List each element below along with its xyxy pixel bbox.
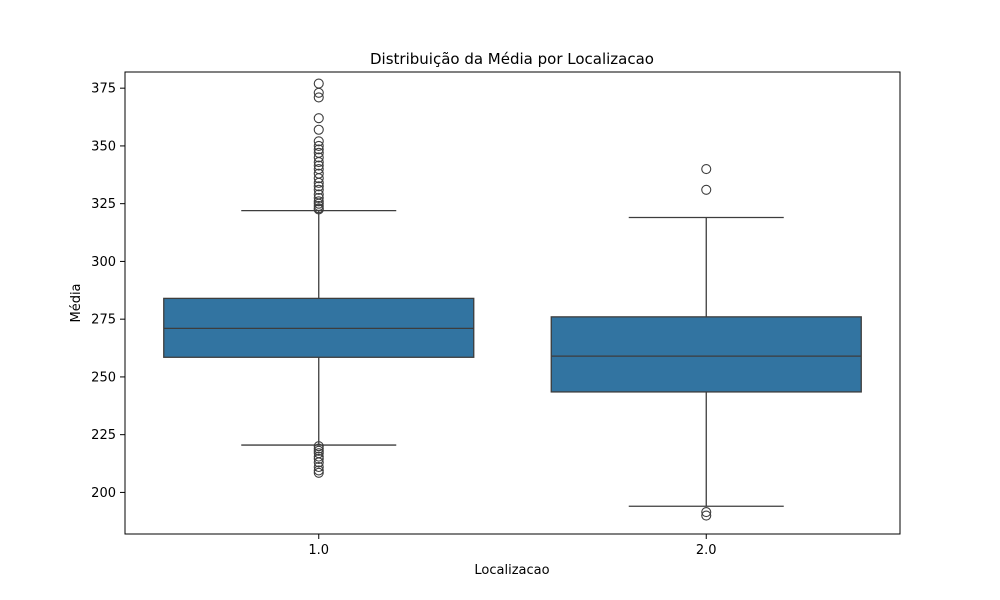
outlier-point	[313, 203, 324, 214]
x-tick-label: 2.0	[696, 543, 717, 558]
x-axis-label: Localizacao	[474, 563, 549, 578]
outlier-point	[313, 92, 324, 103]
outlier-point	[313, 163, 324, 175]
y-tick-label: 300	[91, 255, 116, 270]
outlier-point	[313, 124, 324, 135]
outlier-point	[313, 160, 324, 171]
outlier-point	[701, 507, 712, 518]
outlier-point	[313, 465, 324, 476]
outlier-point	[313, 140, 324, 151]
y-tick-label: 200	[91, 486, 116, 501]
y-axis: 200 225 250 275 300 325 350 375	[91, 82, 125, 501]
outlier-point	[313, 168, 324, 179]
outlier-point	[701, 510, 712, 521]
outlier-point	[313, 443, 324, 454]
outlier-point	[313, 453, 324, 464]
outlier-point	[313, 192, 324, 203]
outlier-point	[313, 461, 324, 473]
outlier-point	[313, 113, 324, 124]
outlier-point	[313, 445, 324, 456]
outlier-point	[313, 196, 324, 207]
outlier-point	[313, 441, 324, 452]
outlier-point	[313, 152, 324, 163]
outlier-point	[313, 181, 324, 192]
outlier-point	[313, 448, 324, 459]
outlier-point	[701, 163, 712, 175]
outlier-point	[313, 144, 324, 155]
outlier-point	[313, 147, 324, 158]
y-tick-label: 250	[91, 370, 116, 385]
outlier-point	[701, 184, 712, 195]
plot-frame	[124, 71, 901, 535]
outlier-point	[313, 467, 324, 478]
outlier-point	[313, 78, 324, 89]
outlier-point	[313, 200, 324, 212]
y-tick-label: 225	[91, 428, 116, 443]
outlier-point	[313, 136, 324, 147]
outlier-point	[313, 451, 324, 462]
x-axis: 1.0 2.0	[308, 534, 717, 558]
y-tick-label: 275	[91, 313, 116, 328]
y-tick-label: 350	[91, 139, 116, 154]
box-iqr	[550, 316, 862, 393]
plot-area	[163, 78, 862, 521]
y-tick-label: 375	[91, 82, 116, 97]
outlier-point	[313, 184, 324, 195]
outlier-point	[313, 189, 324, 200]
x-tick-label: 1.0	[308, 543, 329, 558]
y-tick-label: 325	[91, 197, 116, 212]
y-axis-label: Média	[69, 283, 84, 322]
chart-title: Distribuição da Média por Localizacao	[370, 50, 654, 68]
